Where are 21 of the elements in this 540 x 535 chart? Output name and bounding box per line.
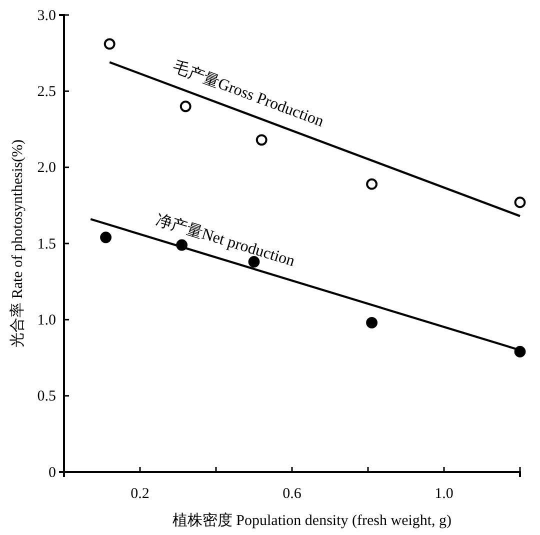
- x-tick-label: 0.6: [282, 486, 302, 502]
- y-tick-label: 0: [48, 464, 56, 481]
- point: [366, 317, 378, 328]
- x-tick-label: 1.0: [434, 486, 454, 502]
- point: [514, 196, 526, 208]
- y-tick-label: 1.5: [37, 236, 56, 252]
- y-tick-label: 0.5: [37, 388, 56, 405]
- point: [366, 178, 378, 190]
- point: [180, 100, 192, 112]
- y-tick-label: 2.0: [37, 160, 56, 176]
- x-tick-label: 0.2: [130, 486, 150, 502]
- point: [256, 134, 268, 146]
- point: [514, 346, 526, 358]
- y-tick-label: 1.0: [37, 312, 56, 328]
- text: 净产量Net production: [154, 210, 298, 270]
- y-tick-label: 2.5: [37, 84, 56, 100]
- x-axis-title: 植株密度 Population density (fresh weight, g): [172, 512, 452, 529]
- point: [104, 38, 116, 50]
- y-axis-title: 光合率 Rate of photosynthesis(%): [9, 140, 26, 348]
- point: [100, 232, 112, 244]
- y-tick-label: 3.0: [37, 8, 56, 24]
